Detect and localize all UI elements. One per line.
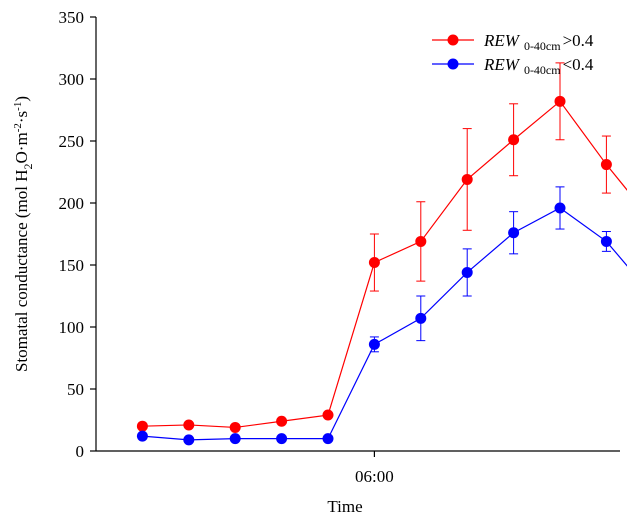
data-point — [276, 433, 288, 445]
y-tick-label: 350 — [59, 8, 85, 27]
y-axis-title-sup1: -2 — [12, 123, 24, 132]
legend-label-sub: 0-40cm — [524, 63, 561, 77]
y-axis-title-sub: 2 — [21, 163, 35, 169]
y-axis-title-mid: O·m — [12, 132, 31, 163]
data-point — [508, 134, 520, 146]
data-point — [600, 235, 612, 247]
y-axis-title: Stomatal conductance (mol H2O·m-2·s-1) — [12, 96, 35, 372]
data-point — [229, 433, 241, 445]
axes — [95, 17, 620, 452]
legend-label-italic: REW — [483, 55, 521, 74]
y-ticks: 0 50 100 150 200 250 300 350 — [59, 8, 96, 461]
legend-marker — [447, 34, 459, 46]
data-point — [136, 430, 148, 442]
y-axis-title-main: Stomatal conductance (mol H — [12, 169, 31, 372]
series-2 — [136, 186, 627, 446]
legend-label: REW 0-40cm <0.4 — [483, 55, 594, 77]
legend-marker — [447, 58, 459, 70]
y-tick-label: 250 — [59, 132, 85, 151]
series-1 — [136, 62, 627, 433]
y-tick-label: 0 — [76, 442, 85, 461]
data-point — [136, 420, 148, 432]
data-point — [554, 202, 566, 214]
y-tick-label: 150 — [59, 256, 85, 275]
x-tick-label: 06:00 — [355, 467, 394, 486]
legend-label-tail: <0.4 — [563, 55, 594, 74]
y-axis-title-mid2: ·s — [12, 111, 31, 123]
y-tick-label: 300 — [59, 70, 85, 89]
x-axis-title: Time — [327, 497, 362, 516]
legend-item-1: REW 0-40cm >0.4 — [432, 31, 594, 53]
y-axis-title-end: ) — [12, 96, 31, 102]
data-point — [600, 159, 612, 171]
y-tick-label: 50 — [67, 380, 84, 399]
data-point — [368, 338, 380, 350]
series-layer — [136, 62, 627, 446]
data-point — [415, 235, 427, 247]
y-tick-label: 100 — [59, 318, 85, 337]
series-line — [142, 100, 627, 429]
data-point — [554, 95, 566, 107]
data-point — [415, 312, 427, 324]
data-point — [183, 434, 195, 446]
legend-label-sub: 0-40cm — [524, 39, 561, 53]
x-ticks: 06:0012:0018:0000:00 — [355, 451, 394, 486]
legend-label-tail: >0.4 — [563, 31, 594, 50]
data-point — [229, 421, 241, 433]
data-point — [368, 257, 380, 269]
series-line — [142, 207, 627, 441]
legend-label-italic: REW — [483, 31, 521, 50]
data-point — [322, 433, 334, 445]
y-axis-title-sup2: -1 — [12, 102, 24, 111]
data-point — [322, 409, 334, 421]
data-point — [461, 266, 473, 278]
data-point — [276, 415, 288, 427]
data-point — [183, 419, 195, 431]
y-tick-label: 200 — [59, 194, 85, 213]
data-point — [461, 173, 473, 185]
legend-item-2: REW 0-40cm <0.4 — [432, 55, 594, 77]
data-point — [508, 227, 520, 239]
legend-label: REW 0-40cm >0.4 — [483, 31, 594, 53]
